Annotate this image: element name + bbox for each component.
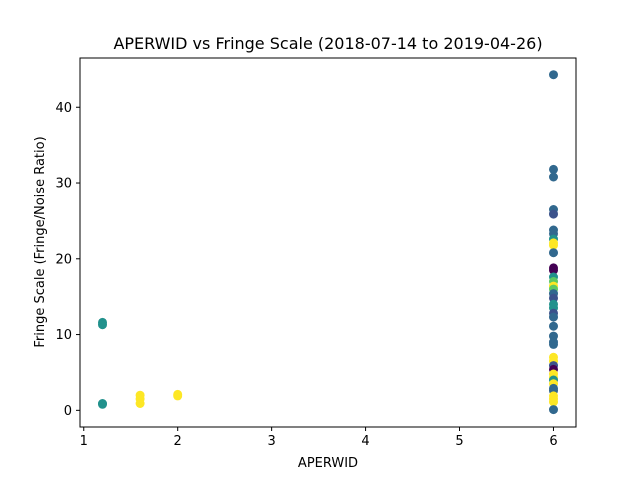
data-point-49 xyxy=(549,405,558,415)
chart-title: APERWID vs Fringe Scale (2018-07-14 to 2… xyxy=(113,34,542,53)
x-ticks: 1 2 3 4 5 6 xyxy=(80,427,558,449)
x-axis-label: APERWID xyxy=(298,456,358,471)
data-point-11 xyxy=(549,172,558,182)
x-tick-label: 6 xyxy=(549,434,557,449)
data-point-3 xyxy=(98,399,107,409)
data-point-6 xyxy=(135,399,145,408)
x-tick-label: 5 xyxy=(455,434,463,449)
data-point-35 xyxy=(549,339,558,349)
x-tick-label: 2 xyxy=(174,434,182,449)
data-point-32 xyxy=(549,321,558,331)
data-point-9 xyxy=(549,70,558,80)
data-point-21 xyxy=(549,265,558,275)
y-tick-label: 10 xyxy=(55,328,72,343)
data-point-1 xyxy=(98,320,107,330)
y-tick-label: 0 xyxy=(64,404,72,419)
x-tick-label: 1 xyxy=(80,434,88,449)
data-point-13 xyxy=(549,209,558,219)
y-axis-label: Fringe Scale (Fringe/Noise Ratio) xyxy=(33,136,48,347)
y-tick-label: 40 xyxy=(55,101,72,116)
points-layer xyxy=(98,70,558,415)
plot-area-frame xyxy=(79,57,577,428)
data-point-10 xyxy=(549,164,558,174)
data-point-48 xyxy=(549,397,558,407)
x-tick-label: 3 xyxy=(267,434,275,449)
y-tick-label: 30 xyxy=(55,177,72,192)
data-point-18 xyxy=(549,240,558,250)
data-point-19 xyxy=(549,248,558,258)
data-point-8 xyxy=(173,391,183,401)
data-point-31 xyxy=(549,312,558,322)
y-tick-label: 20 xyxy=(55,252,72,267)
x-tick-label: 4 xyxy=(361,434,369,449)
y-ticks: 0 10 20 30 40 xyxy=(55,101,80,419)
